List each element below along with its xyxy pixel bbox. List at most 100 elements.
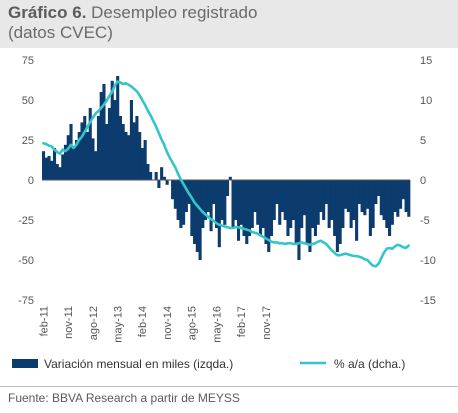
bar-mark (99, 92, 103, 180)
bar-mark (267, 180, 271, 252)
bar-mark (190, 180, 194, 236)
bar-mark (96, 116, 101, 180)
y-left-tick-label: 25 (22, 135, 34, 147)
bar-mark (382, 180, 386, 220)
bar-mark (173, 180, 177, 209)
bar-mark (302, 180, 306, 216)
bar-mark (294, 180, 298, 244)
y-left-tick-label: -50 (18, 255, 34, 267)
bar-mark (116, 76, 120, 180)
x-tick-label: feb-14 (137, 306, 149, 337)
chart-title-number: Gráfico 6. (8, 3, 87, 22)
bar-mark (407, 180, 411, 217)
bar-mark (182, 180, 186, 225)
bar-mark (291, 180, 296, 220)
bar-mark (132, 122, 136, 180)
bar-mark (157, 180, 161, 188)
chart-legend: Variación mensual en miles (izqda.) % a/a… (12, 357, 405, 371)
bar-mark (278, 180, 282, 225)
bar-mark (201, 180, 205, 228)
bar-mark (379, 180, 383, 216)
legend-line-label: % a/a (dcha.) (334, 357, 405, 371)
bar-mark (269, 180, 274, 236)
bar-mark (44, 157, 48, 180)
bar-mark (245, 180, 249, 244)
bar-mark (236, 180, 241, 241)
bar-mark (105, 124, 109, 180)
bar-mark (91, 138, 95, 180)
bar-mark (113, 100, 117, 180)
bar-mark (275, 180, 279, 204)
bar-mark (316, 180, 320, 225)
bar-mark (74, 140, 79, 180)
bar-mark (176, 180, 180, 220)
bar-mark (330, 180, 334, 220)
bar-mark (149, 172, 153, 180)
legend-bar-swatch (12, 359, 38, 368)
bar-mark (231, 180, 235, 228)
bar-mark (399, 180, 403, 209)
bar-mark (124, 132, 128, 180)
bar-mark (377, 180, 381, 196)
bar-mark (283, 180, 287, 220)
bar-mark (286, 180, 290, 236)
line-layer (42, 80, 410, 268)
bar-mark (322, 180, 326, 220)
bar-mark (204, 180, 208, 220)
y-right-tick-label: -10 (420, 255, 436, 267)
bar-mark (355, 180, 359, 241)
bar-mark (346, 180, 350, 212)
bar-mark (215, 180, 219, 228)
bar-mark (368, 180, 372, 236)
bar-mark (94, 151, 98, 180)
bar-mark (146, 164, 150, 180)
bar-mark (327, 180, 331, 228)
bar-mark (242, 180, 246, 236)
bar-mark (80, 122, 84, 180)
bar-mark (272, 180, 276, 220)
bar-mark (212, 180, 216, 204)
chart-title: Gráfico 6. Desempleo registrado (8, 3, 257, 23)
bar-mark (371, 180, 375, 228)
chart-subtitle: (datos CVEC) (8, 23, 113, 42)
bar-mark (344, 180, 348, 209)
bar-mark (61, 154, 65, 180)
bar-mark (143, 140, 147, 180)
x-tick-label: ago-12 (88, 306, 100, 340)
bar-mark (50, 160, 54, 180)
bars-layer (42, 76, 411, 260)
bar-mark (88, 108, 92, 180)
bar-mark (162, 176, 166, 180)
bar-mark (324, 180, 328, 204)
legend-bar-label: Variación mensual en miles (izqda.) (44, 357, 233, 371)
bar-mark (311, 180, 315, 228)
bar-mark (366, 180, 370, 209)
bar-mark (247, 180, 252, 236)
bar-mark (280, 180, 285, 212)
bar-mark (154, 172, 158, 180)
y-right-tick-label: -15 (420, 295, 436, 307)
bar-mark (226, 180, 230, 196)
bar-mark (352, 180, 356, 220)
y-right-tick-label: 10 (420, 95, 432, 107)
y-right-tick-label: 5 (420, 135, 426, 147)
bar-mark (313, 180, 317, 236)
bar-mark (127, 135, 131, 180)
y-right-tick-label: 15 (420, 55, 432, 67)
bar-mark (55, 164, 59, 180)
bar-mark (261, 180, 265, 228)
bar-mark (341, 180, 345, 228)
x-tick-label: may-13 (113, 306, 125, 343)
bar-mark (338, 180, 342, 244)
bar-mark (83, 116, 87, 180)
x-tick-label: nov-17 (261, 306, 273, 340)
y-right-tick-label: 0 (420, 175, 426, 187)
bar-mark (360, 180, 364, 212)
bar-mark (77, 132, 81, 180)
bar-mark (140, 148, 144, 180)
y-axis-right: 15 10 5 0 -5 -10 -15 (420, 55, 436, 307)
bar-mark (217, 180, 221, 248)
bar-mark (160, 167, 164, 180)
bar-mark (209, 180, 213, 232)
bar-mark (349, 180, 353, 228)
